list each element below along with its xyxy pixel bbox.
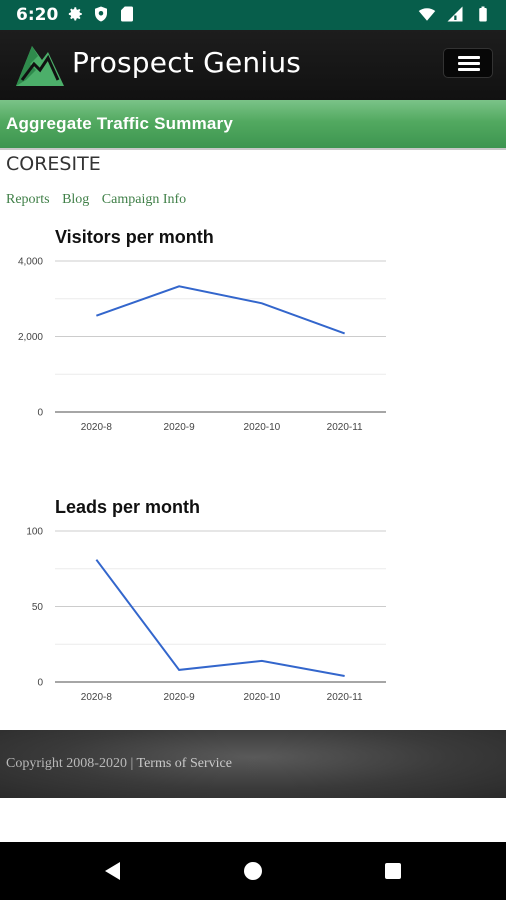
footer: Copyright 2008-2020 | Terms of Service bbox=[0, 730, 506, 798]
x-tick-label: 2020-8 bbox=[81, 692, 113, 703]
reports-link[interactable]: Reports bbox=[6, 192, 50, 207]
series-line bbox=[96, 285, 345, 335]
android-nav-bar bbox=[0, 842, 506, 900]
sim-card-icon bbox=[121, 6, 133, 22]
terms-of-service-link[interactable]: Terms of Service bbox=[136, 756, 232, 771]
mountain-logo[interactable] bbox=[12, 40, 66, 88]
visitors-chart: 0 2,000 4,000 2020-8 2020-9 2020-10 2020-11 bbox=[18, 257, 386, 433]
x-tick-label: 2020-9 bbox=[164, 422, 196, 433]
blog-link[interactable]: Blog bbox=[62, 192, 90, 207]
x-tick-label: 2020-11 bbox=[327, 692, 363, 703]
copyright-text: Copyright 2008-2020 | bbox=[6, 756, 137, 771]
app-header: Prospect Genius bbox=[0, 30, 506, 100]
back-icon[interactable] bbox=[103, 861, 121, 881]
y-tick-label: 0 bbox=[37, 678, 43, 689]
y-tick-label: 50 bbox=[32, 602, 44, 613]
visitors-chart-title: Visitors per month bbox=[55, 227, 214, 247]
signal-icon bbox=[447, 6, 463, 22]
x-tick-label: 2020-10 bbox=[244, 422, 281, 433]
y-tick-label: 2,000 bbox=[18, 332, 43, 343]
page-title-bar: Aggregate Traffic Summary bbox=[0, 100, 506, 148]
hamburger-menu-icon[interactable] bbox=[443, 48, 493, 78]
status-bar: 6:20 bbox=[0, 0, 506, 30]
battery-icon bbox=[479, 6, 487, 22]
page-title: Aggregate Traffic Summary bbox=[6, 114, 234, 133]
campaign-info-link[interactable]: Campaign Info bbox=[101, 192, 187, 207]
status-time: 6:20 bbox=[16, 5, 59, 25]
y-tick-label: 4,000 bbox=[18, 257, 43, 268]
home-icon[interactable] bbox=[244, 862, 262, 880]
x-tick-label: 2020-11 bbox=[327, 422, 363, 433]
recents-icon[interactable] bbox=[385, 863, 401, 879]
nav-links: Reports Blog Campaign Info bbox=[6, 192, 195, 208]
series-line bbox=[95, 559, 345, 677]
wifi-icon bbox=[418, 8, 436, 21]
x-tick-label: 2020-10 bbox=[244, 692, 281, 703]
leads-chart-title: Leads per month bbox=[55, 497, 201, 517]
leads-chart: 0 50 100 2020-8 2020-9 2020-10 2020-11 bbox=[26, 527, 386, 703]
x-tick-label: 2020-9 bbox=[164, 692, 196, 703]
divider bbox=[0, 148, 506, 150]
site-name: CORESITE bbox=[6, 153, 101, 175]
gear-icon bbox=[68, 7, 82, 21]
y-tick-label: 0 bbox=[37, 408, 43, 419]
shield-icon bbox=[95, 6, 107, 22]
x-tick-label: 2020-8 bbox=[81, 422, 113, 433]
y-tick-label: 100 bbox=[26, 527, 43, 538]
brand-name[interactable]: Prospect Genius bbox=[72, 46, 302, 79]
